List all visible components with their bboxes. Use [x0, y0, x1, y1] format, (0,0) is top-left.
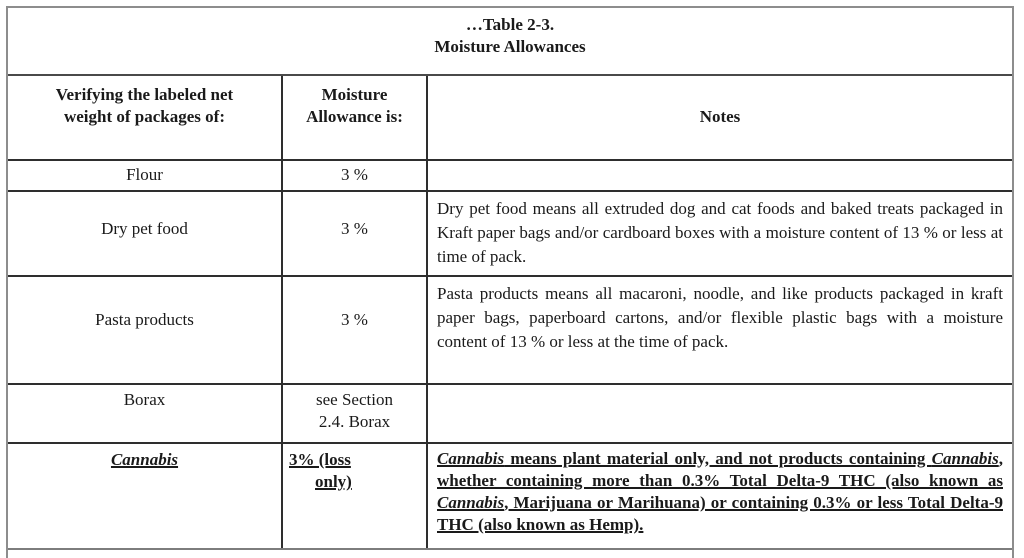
cell-notes — [426, 383, 1012, 444]
column-header-product: Verifying the labeled net weight of packa… — [8, 74, 283, 161]
cell-allowance: 3 % — [281, 275, 428, 385]
column-header-allowance: Moisture Allowance is: — [281, 74, 428, 161]
table-row-flour: Flour 3 % — [8, 159, 1012, 192]
table-row-pasta-products: Pasta products 3 % Pasta products means … — [8, 275, 1012, 385]
cell-partial — [8, 548, 1012, 554]
cell-product: Cannabis — [8, 442, 283, 550]
allowance-line: 3% (loss — [289, 450, 351, 469]
table-header-row: Verifying the labeled net weight of packa… — [8, 74, 1012, 161]
cell-allowance: 3 % — [281, 159, 428, 192]
table-row-partial — [8, 548, 1012, 554]
cell-notes — [426, 159, 1012, 192]
cell-product: Dry pet food — [8, 190, 283, 277]
cell-allowance: see Section 2.4. Borax — [281, 383, 428, 444]
cell-notes: Dry pet food means all extruded dog and … — [426, 190, 1012, 277]
moisture-allowances-table: …Table 2-3. Moisture Allowances Verifying… — [6, 6, 1014, 558]
table-row-cannabis: Cannabis 3% (loss only) Cannabis means p… — [8, 442, 1012, 550]
allowance-line: only) — [315, 472, 352, 492]
table-row-borax: Borax see Section 2.4. Borax — [8, 383, 1012, 444]
table-title: …Table 2-3. Moisture Allowances — [8, 8, 1012, 76]
cell-product: Flour — [8, 159, 283, 192]
cell-allowance: 3 % — [281, 190, 428, 277]
cell-product: Pasta products — [8, 275, 283, 385]
column-header-notes: Notes — [426, 74, 1012, 161]
cell-product: Borax — [8, 383, 283, 444]
table-title-row: …Table 2-3. Moisture Allowances — [8, 8, 1012, 76]
table-row-dry-pet-food: Dry pet food 3 % Dry pet food means all … — [8, 190, 1012, 277]
cell-notes: Pasta products means all macaroni, noodl… — [426, 275, 1012, 385]
cell-allowance: 3% (loss only) — [281, 442, 428, 550]
cell-notes: Cannabis means plant material only, and … — [426, 442, 1012, 550]
